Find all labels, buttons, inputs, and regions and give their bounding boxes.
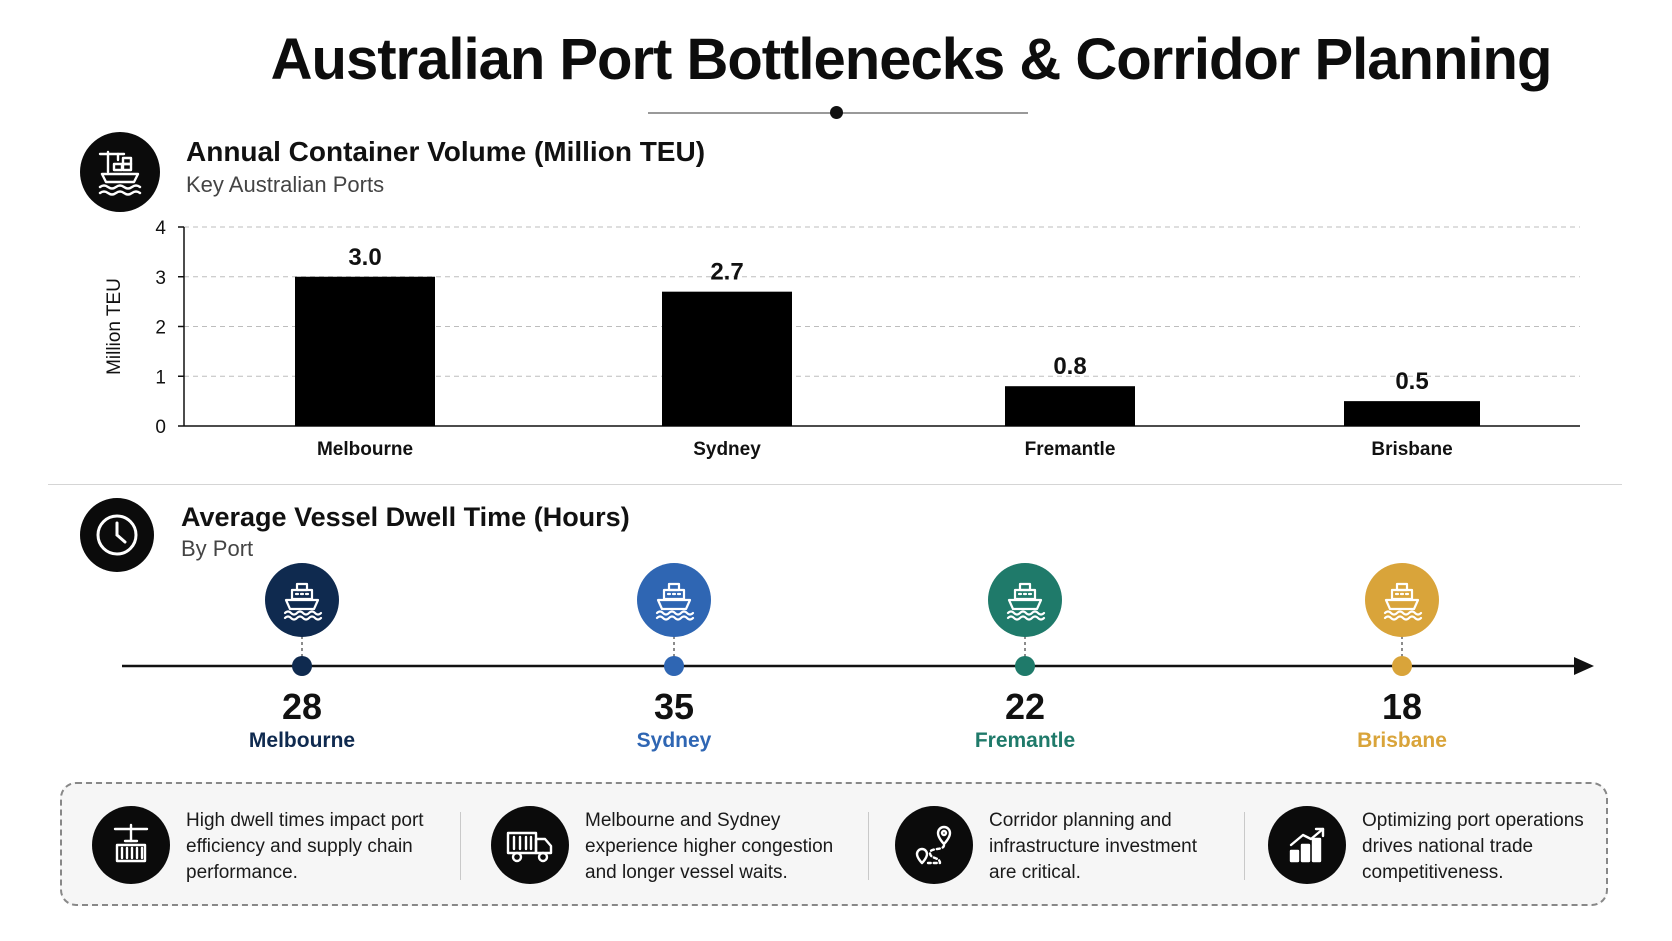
dwell-port-fremantle: Fremantle <box>974 729 1076 752</box>
bar-sydney <box>662 291 792 426</box>
volume-bar-chart: 0 1 2 3 4 Million TEU 3.0 Melbourne 2.7 Sydney 0.… <box>104 218 1580 460</box>
bar-value-label: 0.8 <box>1053 353 1086 380</box>
bar-brisbane <box>1344 401 1480 426</box>
dwell-value-fremantle: 22 <box>1004 686 1046 727</box>
bar-melbourne <box>295 276 435 426</box>
insight-separator <box>460 812 461 880</box>
timeline-dot-sydney <box>664 656 684 676</box>
bar-value-label: 2.7 <box>710 259 743 286</box>
crane-container-icon <box>92 806 170 884</box>
volume-chart-grid <box>184 226 1580 377</box>
ship-icon <box>265 563 339 637</box>
volume-chart-title: Annual Container Volume (Million TEU) <box>186 136 706 167</box>
dwell-value-melbourne: 28 <box>281 686 323 727</box>
dwell-port-brisbane: Brisbane <box>1357 729 1447 752</box>
insight-text: Corridor planning and infrastructure inv… <box>989 810 1198 883</box>
page-title: Australian Port Bottlenecks & Corridor P… <box>270 27 1553 92</box>
insight-separator <box>868 812 869 880</box>
dwell-value-brisbane: 18 <box>1381 686 1423 727</box>
title-divider-dot <box>830 106 843 119</box>
dwell-chart-subtitle: By Port <box>181 536 254 561</box>
section-divider <box>48 484 1622 485</box>
insight-text: High dwell times impact port efficiency … <box>186 810 424 883</box>
ship-icon <box>1365 563 1439 637</box>
ship-icon <box>988 563 1062 637</box>
ship-icon <box>637 563 711 637</box>
timeline-dot-fremantle <box>1015 656 1035 676</box>
volume-chart-labels: 3.0 Melbourne 2.7 Sydney 0.8 Fremantle 0.5 Bris… <box>317 244 1453 460</box>
dwell-chart-title: Average Vessel Dwell Time (Hours) <box>181 502 630 532</box>
x-tick-label: Melbourne <box>317 439 413 460</box>
x-tick-label: Brisbane <box>1371 439 1452 460</box>
insight-text: Melbourne and Sydney experience higher c… <box>585 810 834 883</box>
timeline-dot-brisbane <box>1392 656 1412 676</box>
dwell-port-melbourne: Melbourne <box>248 729 356 752</box>
insight-separator <box>1244 812 1245 880</box>
timeline-arrow-head <box>1574 657 1594 675</box>
x-tick-label: Fremantle <box>1025 439 1116 460</box>
volume-chart-bars <box>295 276 1480 426</box>
cargo-ship-crane-icon <box>80 132 160 212</box>
y-tick-label: 4 <box>155 218 166 239</box>
insights-panel <box>60 782 1608 906</box>
insight-text: Optimizing port operations drives nation… <box>1362 810 1584 883</box>
y-tick-label: 1 <box>155 367 166 388</box>
x-tick-label: Sydney <box>693 439 761 460</box>
y-tick-label: 0 <box>155 417 166 438</box>
bar-fremantle <box>1005 386 1135 426</box>
dwell-timeline <box>122 636 1594 676</box>
growth-chart-icon <box>1268 806 1346 884</box>
y-tick-label: 3 <box>155 268 166 289</box>
bar-value-label: 0.5 <box>1395 368 1428 395</box>
timeline-dot-melbourne <box>292 656 312 676</box>
y-tick-label: 2 <box>155 318 166 339</box>
truck-icon <box>491 806 569 884</box>
y-axis-title: Million TEU <box>104 278 125 375</box>
dwell-value-sydney: 35 <box>653 686 695 727</box>
clock-icon <box>80 498 154 572</box>
volume-chart-subtitle: Key Australian Ports <box>186 172 385 197</box>
dwell-port-sydney: Sydney <box>636 729 712 752</box>
route-pin-icon <box>895 806 973 884</box>
bar-value-label: 3.0 <box>348 244 381 271</box>
